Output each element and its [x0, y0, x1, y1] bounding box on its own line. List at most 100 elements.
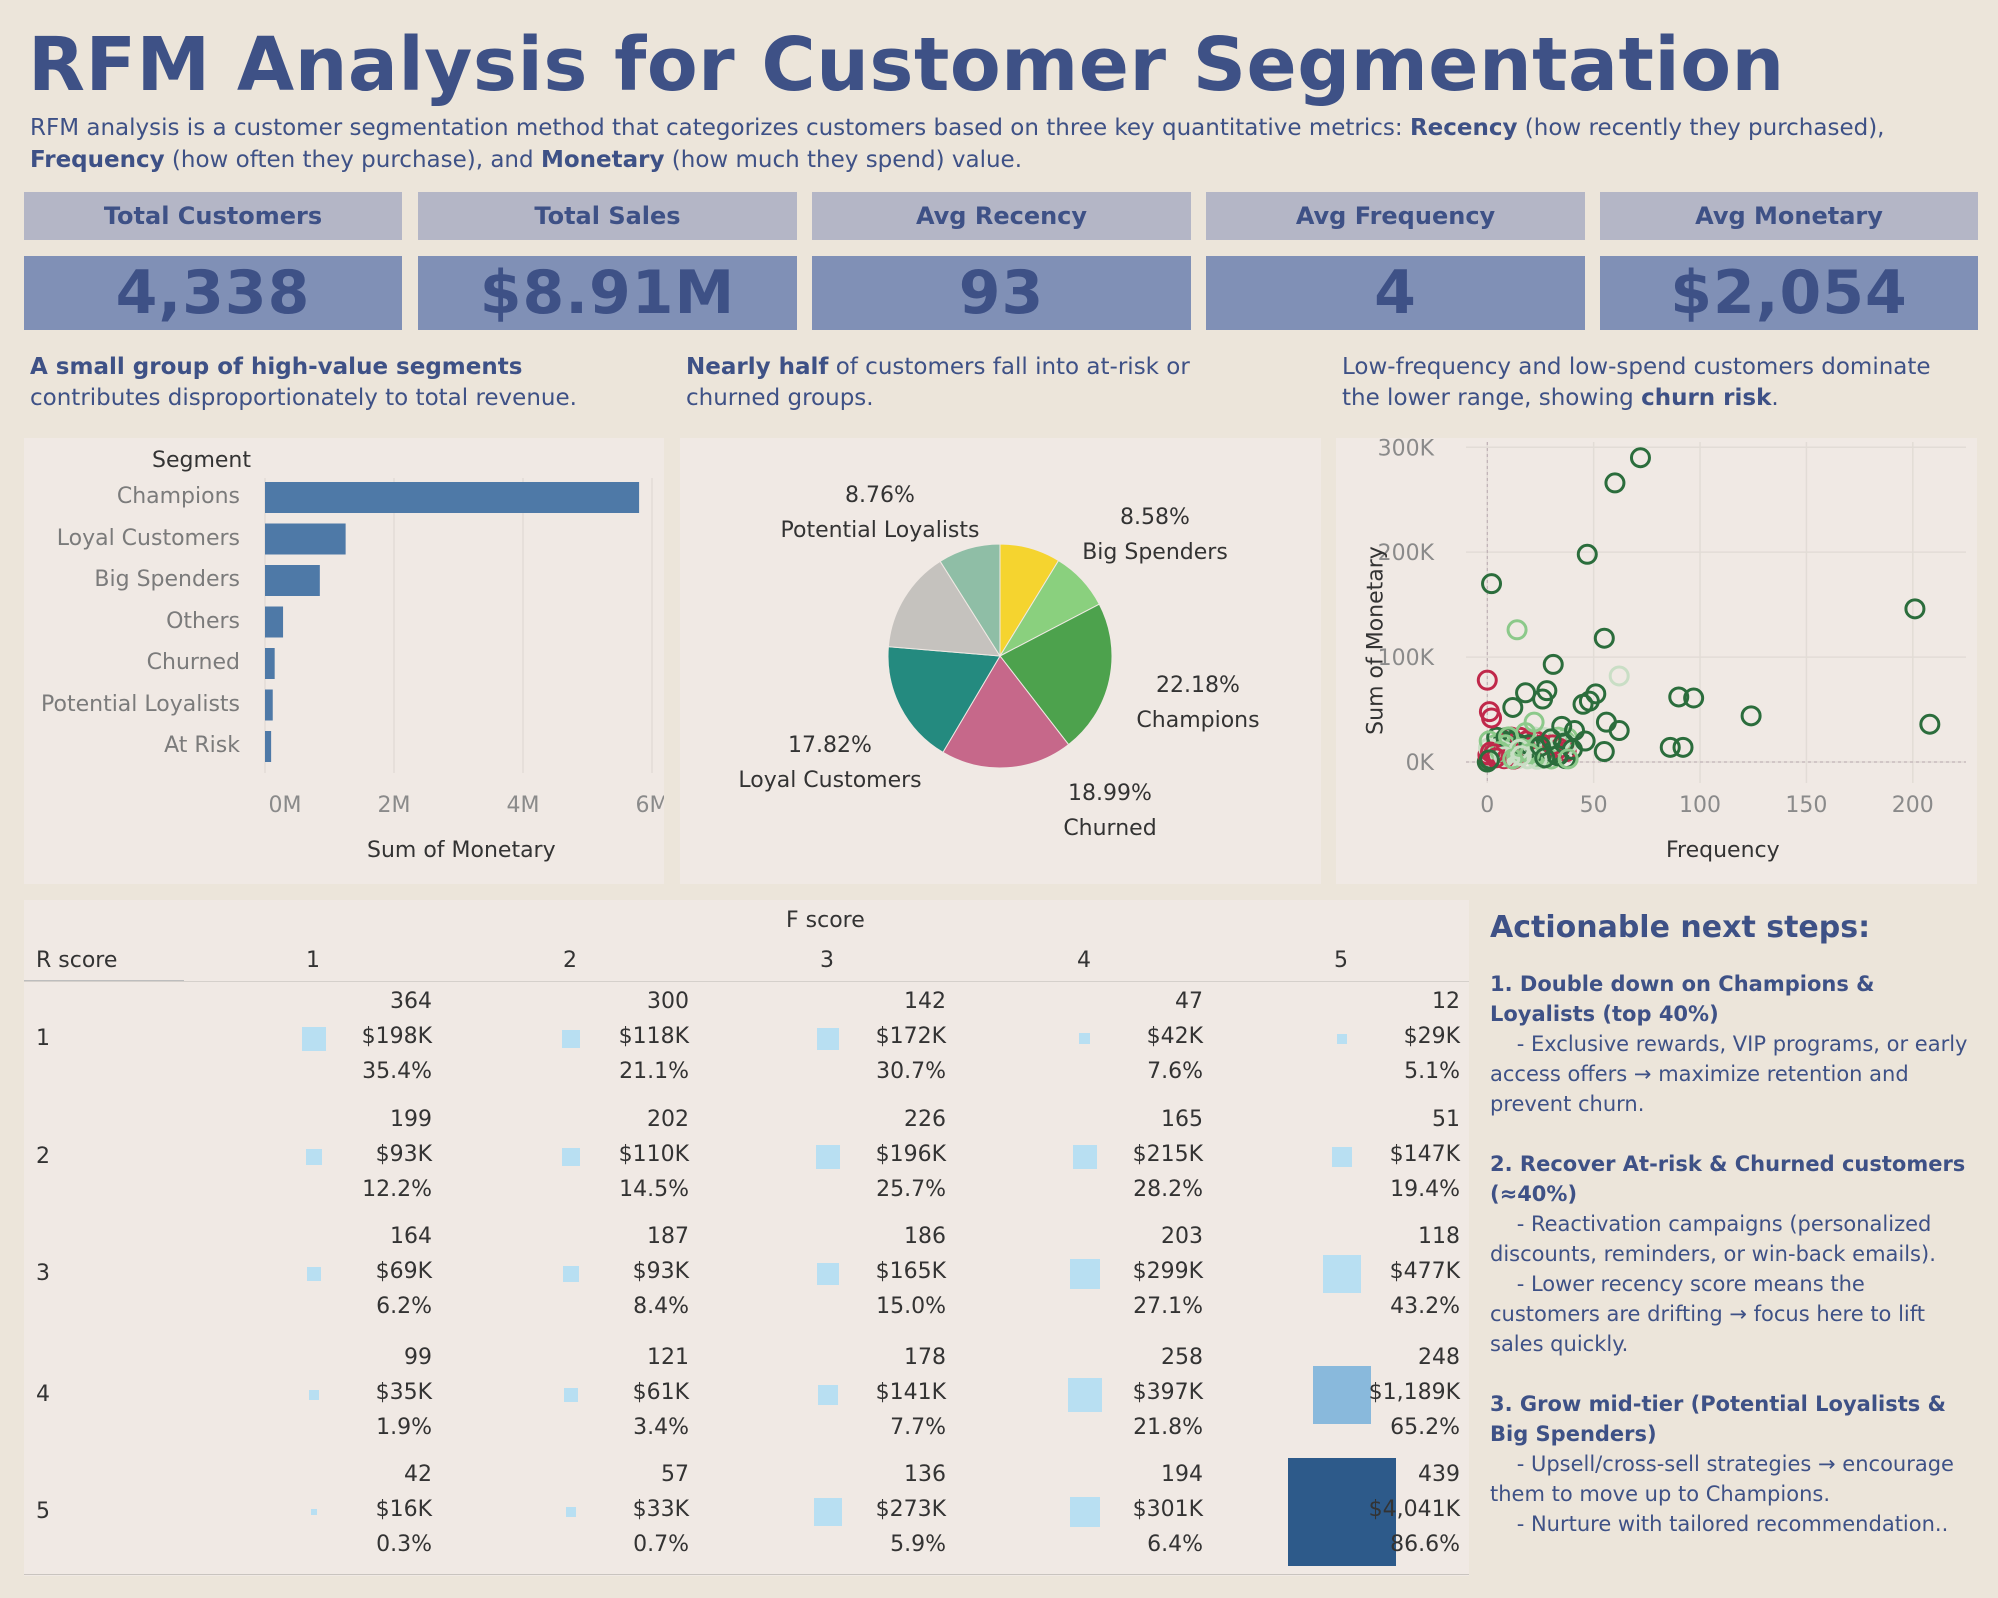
- heatmap-square: [1070, 1259, 1100, 1289]
- scatter-point: [1534, 747, 1556, 769]
- heatmap-cell-pct: 21.8%: [1133, 1415, 1203, 1440]
- heatmap-cell: 164 $69K 6.2%: [332, 1219, 432, 1324]
- scatter-point: [1672, 736, 1694, 758]
- heatmap-square: [817, 1384, 839, 1406]
- heatmap-square: [566, 1507, 576, 1517]
- pie-slice-at-risk: [939, 543, 1001, 658]
- heatmap-cell: 136 $273K 5.9%: [846, 1457, 946, 1562]
- kpi-total-customers: Total Customers 4,338: [24, 192, 402, 330]
- pie-slice-champions: [999, 603, 1113, 746]
- heatmap-cell: 258 $397K 21.8%: [1103, 1340, 1203, 1445]
- scatter-point: [1593, 741, 1615, 763]
- heatmap-cell: 203 $299K 27.1%: [1103, 1219, 1203, 1324]
- next-step-3: 3. Grow mid-tier (Potential Loyalists & …: [1490, 1389, 1970, 1539]
- heatmap-cell-count: 47: [1175, 989, 1203, 1014]
- pie-label-churned: 18.99% Churned: [1063, 781, 1157, 841]
- pie-label-big-spenders: 8.58% Big Spenders: [1082, 505, 1228, 565]
- scatter-point: [1604, 472, 1626, 494]
- bar-x-tick: 0M: [269, 793, 302, 818]
- heatmap-square: [562, 1148, 580, 1166]
- r-score-row-4: 4: [36, 1382, 50, 1407]
- heatmap-cell: 142 $172K 30.7%: [846, 984, 946, 1089]
- heatmap-square: [308, 1389, 320, 1401]
- heatmap-cell-pct: 28.2%: [1133, 1177, 1203, 1202]
- header-divider: [24, 980, 184, 981]
- heatmap-square: [302, 1027, 326, 1051]
- segment-pie-chart: 8.76% Potential Loyalists 8.58% Big Spende…: [680, 438, 1321, 884]
- scatter-point: [1542, 653, 1564, 675]
- heatmap-cell-count: 439: [1418, 1462, 1460, 1487]
- scatter-point: [1919, 713, 1941, 735]
- heatmap-cell: 51 $147K 19.4%: [1360, 1102, 1460, 1207]
- heatmap-cell: 202 $110K 14.5%: [589, 1102, 689, 1207]
- heatmap-square: [1312, 1365, 1372, 1425]
- heatmap-cell: 118 $477K 43.2%: [1360, 1219, 1460, 1324]
- scatter-x-tick: 150: [1785, 793, 1827, 818]
- heatmap-cell-sales: $29K: [1403, 1024, 1460, 1049]
- kpi-avg-monetary: Avg Monetary $2,054: [1600, 192, 1978, 330]
- heatmap-square: [564, 1388, 578, 1402]
- heatmap-cell-sales: $35K: [375, 1380, 432, 1405]
- segment-header: Segment: [152, 448, 251, 473]
- heatmap-cell-sales: $397K: [1132, 1380, 1203, 1405]
- r-score-row-5: 5: [36, 1499, 50, 1524]
- scatter-y-axis-title: Sum of Monetary: [1363, 546, 1389, 735]
- next-steps-panel: Actionable next steps: 1. Double down on…: [1490, 908, 1970, 1569]
- heatmap-cell-sales: $172K: [875, 1024, 946, 1049]
- kpi-avg-recency: Avg Recency 93: [812, 192, 1191, 330]
- heatmap-cell-pct: 8.4%: [633, 1294, 689, 1319]
- kpi-label: Avg Monetary: [1600, 192, 1978, 240]
- heatmap-cell: 187 $93K 8.4%: [589, 1219, 689, 1324]
- scatter-point: [1740, 705, 1762, 727]
- heatmap-cell-pct: 12.2%: [362, 1177, 432, 1202]
- heatmap-square: [1288, 1458, 1396, 1566]
- heatmap-cell-count: 178: [904, 1345, 946, 1370]
- bar-label-at-risk: At Risk: [164, 733, 240, 758]
- bar-loyal-customers: [265, 523, 346, 555]
- next-step-line: - Upsell/cross-sell strategies → encoura…: [1490, 1452, 1961, 1506]
- heatmap-cell: 99 $35K 1.9%: [332, 1340, 432, 1445]
- scatter-point: [1683, 687, 1705, 709]
- heatmap-square: [813, 1497, 843, 1527]
- heatmap-cell: 57 $33K 0.7%: [589, 1457, 689, 1562]
- heatmap-cell-sales: $198K: [361, 1024, 432, 1049]
- heatmap-cell-pct: 43.2%: [1390, 1294, 1460, 1319]
- heatmap-cell-count: 194: [1161, 1462, 1203, 1487]
- pie-plot: [887, 543, 1113, 769]
- heatmap-cell-count: 364: [390, 989, 432, 1014]
- heatmap-square: [816, 1027, 840, 1051]
- heatmap-cell-sales: $147K: [1389, 1142, 1460, 1167]
- heatmap-cell: 42 $16K 0.3%: [332, 1457, 432, 1562]
- heatmap-cell-sales: $165K: [875, 1259, 946, 1284]
- scatter-point: [1629, 447, 1651, 469]
- heatmap-cell-sales: $33K: [632, 1497, 689, 1522]
- heatmap-cell-count: 300: [647, 989, 689, 1014]
- heatmap-square: [310, 1508, 318, 1516]
- heatmap-square: [1068, 1378, 1102, 1412]
- kpi-label: Total Customers: [24, 192, 402, 240]
- heatmap-cell-pct: 5.1%: [1404, 1059, 1460, 1084]
- heatmap-cell-count: 57: [661, 1462, 689, 1487]
- next-step-1: 1. Double down on Champions & Loyalists …: [1490, 969, 1970, 1119]
- f-score-col-1: 1: [306, 948, 320, 973]
- bar-big-spenders: [265, 565, 320, 596]
- heatmap-cell-count: 186: [904, 1224, 946, 1249]
- scatter-point: [1593, 627, 1615, 649]
- scatter-point: [1576, 543, 1598, 565]
- heatmap-cell-sales: $301K: [1132, 1497, 1203, 1522]
- r-score-row-3: 3: [36, 1261, 50, 1286]
- heatmap-square: [562, 1265, 580, 1283]
- heatmap-cell: 186 $165K 15.0%: [846, 1219, 946, 1324]
- kpi-label: Total Sales: [418, 192, 797, 240]
- next-step-heading: 3. Grow mid-tier (Potential Loyalists & …: [1490, 1392, 1946, 1446]
- heatmap-grid: 1 2 3 4 5 1 364 $198K 35.4% 300 $118K 21.1% 142 $172K…: [24, 900, 1469, 1576]
- scatter-point: [1506, 619, 1528, 641]
- segment-bar-chart: Segment Champions Loyal Customers Big Spen…: [24, 438, 664, 884]
- heatmap-cell-count: 12: [1432, 989, 1460, 1014]
- next-step-heading: 2. Recover At-risk & Churned customers (…: [1490, 1152, 1966, 1206]
- footer-divider: [24, 1574, 1469, 1575]
- heatmap-cell-pct: 25.7%: [876, 1177, 946, 1202]
- pie-slice-loyal-customers: [887, 646, 1001, 754]
- next-steps-title: Actionable next steps:: [1490, 910, 1871, 945]
- kpi-value: $8.91M: [418, 256, 797, 330]
